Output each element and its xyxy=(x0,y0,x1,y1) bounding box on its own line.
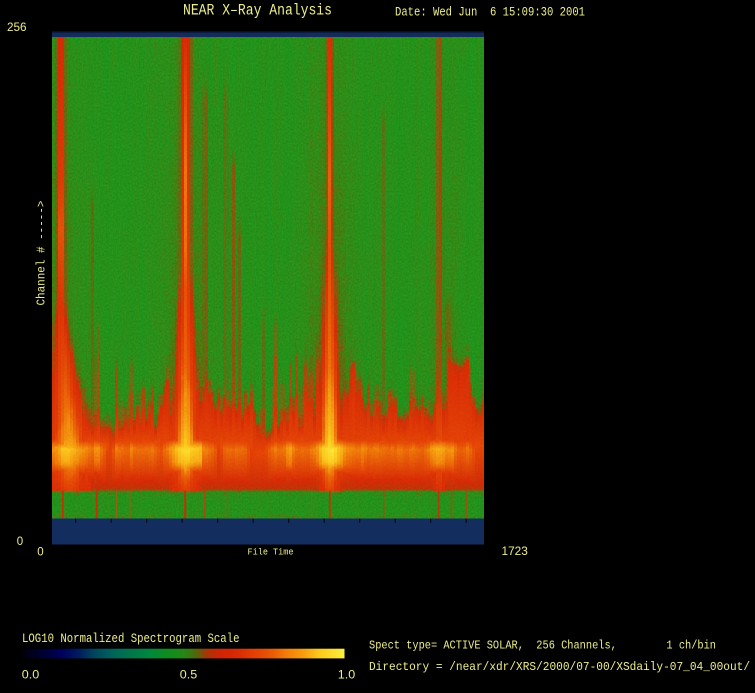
svg-text:LOG10 Normalized Spectrogram S: LOG10 Normalized Spectrogram Scale xyxy=(22,632,240,646)
svg-text:0: 0 xyxy=(37,544,44,558)
svg-text:File Time: File Time xyxy=(248,546,294,557)
svg-text:Spect type= ACTIVE SOLAR, 256: Spect type= ACTIVE SOLAR, 256 Channels, … xyxy=(369,638,716,652)
svg-text:1723: 1723 xyxy=(502,545,528,558)
svg-text:0: 0 xyxy=(17,534,24,548)
svg-text:Channel # ----->: Channel # -----> xyxy=(35,201,49,306)
svg-text:NEAR X–Ray Analysis: NEAR X–Ray Analysis xyxy=(183,2,332,20)
svg-text:Date: Wed Jun 6 15:09:30 2001: Date: Wed Jun 6 15:09:30 2001 xyxy=(395,6,585,20)
svg-text:0.0: 0.0 xyxy=(22,667,40,681)
svg-text:1.0: 1.0 xyxy=(338,667,356,681)
svg-text:256: 256 xyxy=(7,20,27,34)
svg-text:Directory = /near/xdr/XRS/2000: Directory = /near/xdr/XRS/2000/07-00/XSd… xyxy=(369,660,750,674)
svg-text:0.5: 0.5 xyxy=(180,667,198,681)
